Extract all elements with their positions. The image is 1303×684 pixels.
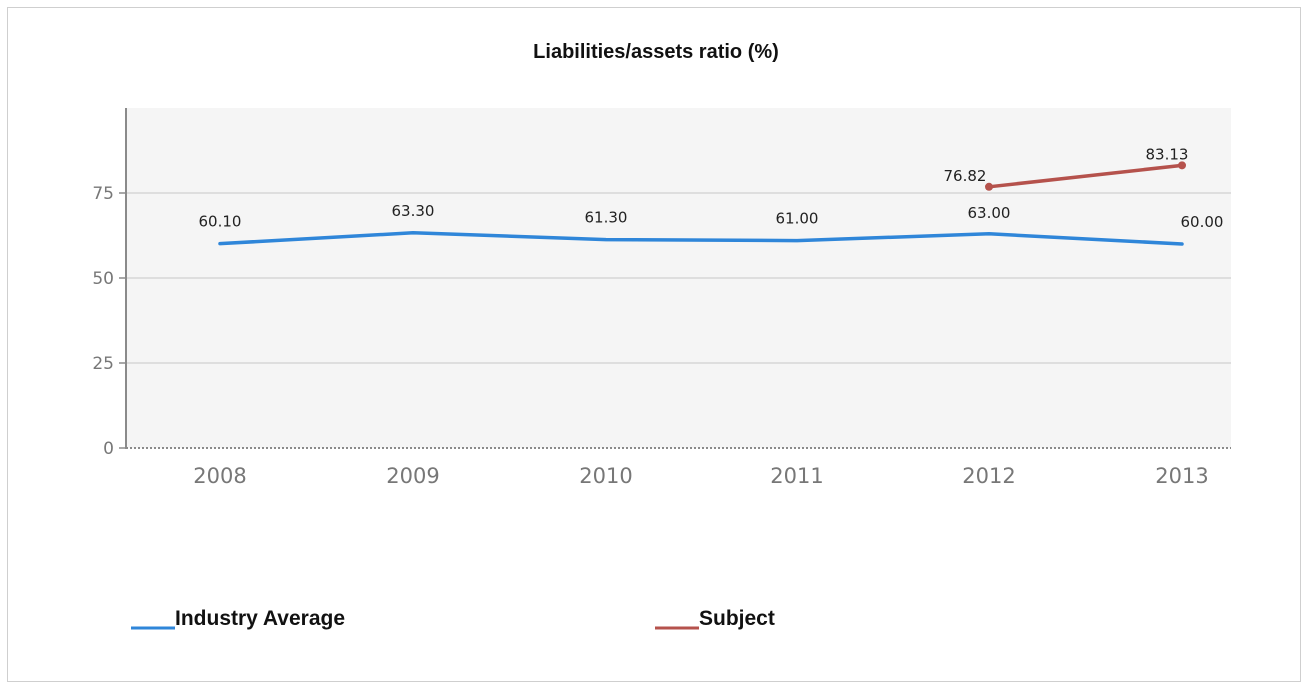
series-point xyxy=(1178,161,1186,170)
y-tick-label: 25 xyxy=(92,354,114,374)
x-tick-label: 2009 xyxy=(386,464,439,488)
data-label: 83.13 xyxy=(1146,145,1189,163)
data-label: 61.00 xyxy=(776,210,819,228)
data-label: 76.82 xyxy=(944,167,987,185)
data-label: 60.00 xyxy=(1181,213,1224,231)
data-label: 61.30 xyxy=(585,209,628,227)
y-tick-label: 0 xyxy=(103,439,114,459)
data-label: 60.10 xyxy=(199,213,242,231)
legend-label: Industry Average xyxy=(175,607,345,630)
data-label: 63.30 xyxy=(392,202,435,220)
y-tick-label: 50 xyxy=(92,269,114,289)
x-tick-label: 2010 xyxy=(579,464,632,488)
x-tick-label: 2011 xyxy=(770,464,823,488)
y-tick-label: 75 xyxy=(92,184,114,204)
x-tick-label: 2012 xyxy=(962,464,1015,488)
x-tick-label: 2013 xyxy=(1155,464,1208,488)
legend-label: Subject xyxy=(699,607,775,630)
data-label: 63.00 xyxy=(968,204,1011,222)
series-line-0 xyxy=(218,231,1184,246)
series-point xyxy=(985,182,993,191)
series-line-1 xyxy=(987,163,1184,189)
chart-title: Liabilities/assets ratio (%) xyxy=(533,41,779,63)
x-tick-label: 2008 xyxy=(193,464,246,488)
